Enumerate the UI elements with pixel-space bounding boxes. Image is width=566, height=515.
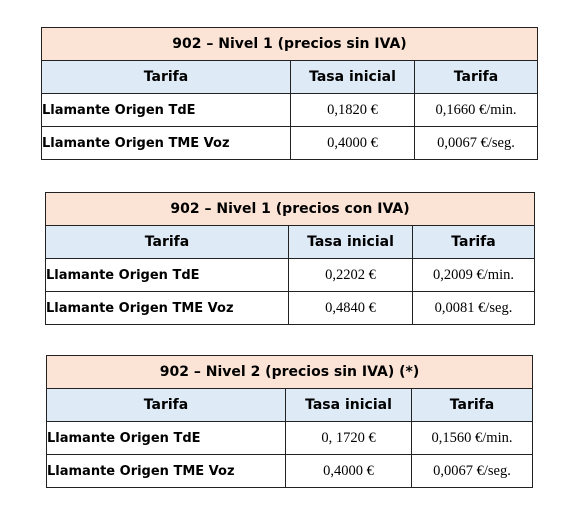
column-header-tarifa: Tarifa	[41, 60, 291, 94]
column-header-tarifa-rate: Tarifa	[412, 225, 535, 259]
column-header-tarifa-rate: Tarifa	[411, 388, 533, 422]
column-header-tasa-inicial: Tasa inicial	[285, 388, 412, 422]
table-row: Llamante Origen TME Voz 0,4840 € 0,0081 …	[45, 291, 535, 325]
rate: 0,1660 €/min.	[414, 93, 538, 127]
rate: 0,1560 €/min.	[411, 421, 533, 455]
row-label: Llamante Origen TME Voz	[46, 454, 286, 488]
tariff-table-nivel1-con-iva: 902 – Nivel 1 (precios con IVA) Tarifa T…	[45, 192, 535, 325]
column-header-tasa-inicial: Tasa inicial	[290, 60, 415, 94]
table-row: Llamante Origen TdE 0, 1720 € 0,1560 €/m…	[46, 421, 533, 455]
initial-fee: 0,4840 €	[288, 291, 413, 325]
tariff-table-nivel1-sin-iva: 902 – Nivel 1 (precios sin IVA) Tarifa T…	[41, 27, 538, 160]
row-label: Llamante Origen TdE	[41, 93, 291, 127]
row-label: Llamante Origen TME Voz	[41, 126, 291, 160]
table-row: Llamante Origen TME Voz 0,4000 € 0,0067 …	[41, 126, 538, 160]
row-label: Llamante Origen TME Voz	[45, 291, 289, 325]
row-label: Llamante Origen TdE	[46, 421, 286, 455]
initial-fee: 0, 1720 €	[285, 421, 412, 455]
table-row: Llamante Origen TdE 0,1820 € 0,1660 €/mi…	[41, 93, 538, 127]
table-row: Llamante Origen TME Voz 0,4000 € 0,0067 …	[46, 454, 533, 488]
initial-fee: 0,2202 €	[288, 258, 413, 292]
initial-fee: 0,4000 €	[290, 126, 415, 160]
initial-fee: 0,4000 €	[285, 454, 412, 488]
rate: 0,0067 €/seg.	[414, 126, 538, 160]
rate: 0,2009 €/min.	[412, 258, 535, 292]
table-title: 902 – Nivel 1 (precios con IVA)	[45, 192, 535, 226]
table-row: Llamante Origen TdE 0,2202 € 0,2009 €/mi…	[45, 258, 535, 292]
tariff-table-nivel2-sin-iva: 902 – Nivel 2 (precios sin IVA) (*) Tari…	[46, 355, 533, 488]
initial-fee: 0,1820 €	[290, 93, 415, 127]
table-title: 902 – Nivel 1 (precios sin IVA)	[41, 27, 538, 61]
column-header-tarifa: Tarifa	[45, 225, 289, 259]
column-header-tasa-inicial: Tasa inicial	[288, 225, 413, 259]
column-header-tarifa-rate: Tarifa	[414, 60, 538, 94]
table-title: 902 – Nivel 2 (precios sin IVA) (*)	[46, 355, 533, 389]
row-label: Llamante Origen TdE	[45, 258, 289, 292]
rate: 0,0067 €/seg.	[411, 454, 533, 488]
rate: 0,0081 €/seg.	[412, 291, 535, 325]
column-header-tarifa: Tarifa	[46, 388, 286, 422]
